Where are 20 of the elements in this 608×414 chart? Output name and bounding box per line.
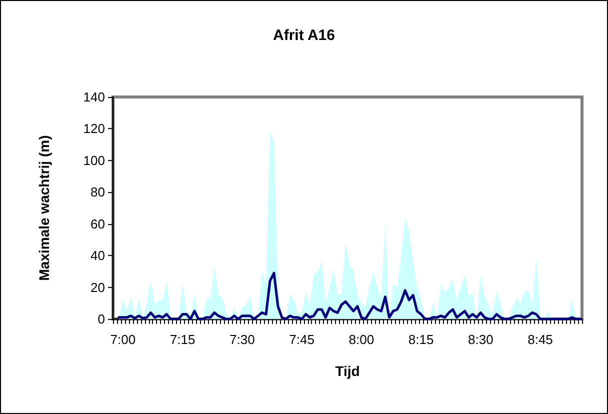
y-tick-label: 140 <box>83 90 105 104</box>
x-tick-label: 8:00 <box>348 332 374 347</box>
x-tick-label: 7:30 <box>230 332 255 347</box>
x-tick-label: 7:45 <box>289 332 314 347</box>
y-tick-label: 0 <box>98 312 105 326</box>
line-series <box>118 272 582 320</box>
x-tick-label: 8:30 <box>468 332 494 347</box>
y-tick-label: 80 <box>90 184 105 200</box>
y-tick-label: 40 <box>90 248 105 264</box>
x-tick-label: 8:15 <box>408 332 434 347</box>
x-tick-label: 8:45 <box>528 332 553 347</box>
y-tick-label: 20 <box>90 280 105 295</box>
x-tick-label: 7:15 <box>170 332 196 347</box>
y-tick-label: 100 <box>83 152 105 168</box>
chart-title: Afrit A16 <box>273 27 335 44</box>
y-axis-title: Maximale wachtrij (m) <box>36 135 52 281</box>
x-axis-title: Tijd <box>335 363 360 379</box>
x-tick-label: 7:00 <box>110 332 136 347</box>
y-tick-label: 120 <box>83 121 105 136</box>
y-tick-label: 60 <box>90 216 105 232</box>
